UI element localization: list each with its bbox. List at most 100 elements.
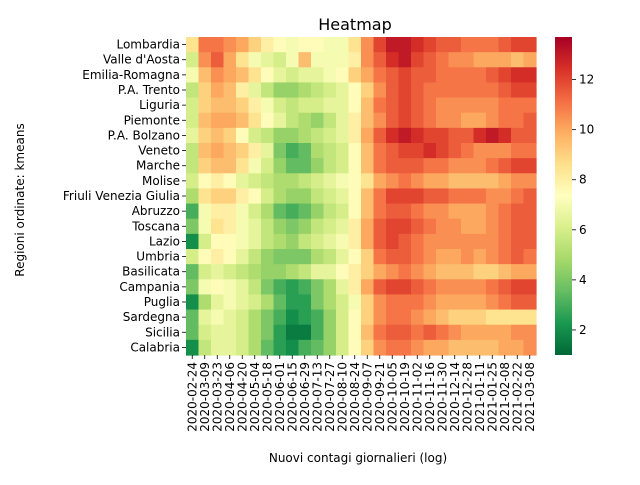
heatmap-cell [211,279,225,296]
heatmap-cell [261,112,275,129]
heatmap-cell [311,188,325,205]
chart-title: Heatmap [318,15,392,34]
heatmap-cell [361,203,375,220]
heatmap-cell [336,294,350,311]
heatmap-cell [311,37,325,53]
row-tick-label: Abruzzo [132,204,180,218]
heatmap-cell [261,67,275,84]
heatmap-cell [336,173,350,190]
heatmap-cell [261,279,275,296]
heatmap-cell [373,82,387,99]
heatmap-cell [336,143,350,159]
colorbar-gradient [555,37,572,355]
heatmap-cell [286,279,300,296]
heatmap-cell [486,233,500,250]
heatmap-cell [486,218,500,235]
heatmap-cell [423,324,437,341]
heatmap-cell [461,339,475,356]
heatmap-cell [298,218,312,235]
heatmap-cell [411,218,425,235]
heatmap-cell [348,188,362,205]
heatmap-cell [398,188,412,205]
heatmap-cell [223,233,237,250]
heatmap-cell [361,249,375,265]
heatmap-cell [348,52,362,68]
heatmap-cell [248,339,262,356]
heatmap-cell [448,143,462,159]
heatmap-cell [211,67,225,84]
heatmap-cell [286,97,300,114]
heatmap-cell [373,173,387,190]
heatmap-cell [373,324,387,341]
row-tick-label: Sicilia [145,325,180,339]
heatmap-cell [361,52,375,68]
heatmap-cell [211,324,225,341]
heatmap-cell [323,339,337,356]
heatmap-cell [473,294,487,311]
heatmap-cell [436,294,450,311]
heatmap-cell [286,143,300,159]
heatmap-cell [461,52,475,68]
heatmap-cell [223,143,237,159]
heatmap-cell [398,67,412,84]
heatmap-cell [286,309,300,326]
heatmap-cell [361,264,375,280]
heatmap-cell [436,188,450,205]
heatmap-cell [361,82,375,99]
heatmap-cell [373,143,387,159]
heatmap-cell [423,294,437,311]
heatmap-cell [348,173,362,190]
heatmap-cell [286,233,300,250]
heatmap-cell [448,203,462,220]
heatmap-cell [273,112,287,129]
heatmap-cell [398,143,412,159]
heatmap-cell [323,112,337,129]
heatmap-cell [211,112,225,129]
heatmap-cell [286,52,300,68]
heatmap-cell [236,52,250,68]
heatmap-cell [186,294,200,311]
heatmap-cell [323,324,337,341]
heatmap-cell [261,309,275,326]
heatmap-cell [211,158,225,174]
heatmap-cell [373,233,387,250]
heatmap-cell [323,279,337,296]
column-tick-label: 2020-10-19 [398,362,412,432]
heatmap-cell [386,294,400,311]
heatmap-cell [248,249,262,265]
column-tick-label: 2020-11-30 [435,362,449,432]
heatmap-cell [523,112,537,129]
heatmap-cell [436,52,450,68]
heatmap-cell [473,127,487,144]
heatmap-cell [223,249,237,265]
heatmap-cell [248,264,262,280]
heatmap-cell [186,279,200,296]
heatmap-cell [411,67,425,84]
heatmap-cell [398,339,412,356]
heatmap-cell [298,249,312,265]
heatmap-cell [461,324,475,341]
heatmap-cell [461,279,475,296]
heatmap-cell [336,97,350,114]
heatmap-cell [273,264,287,280]
heatmap-cell [498,233,512,250]
heatmap-cell [523,249,537,265]
row-tick-label: Valle d'Aosta [103,53,180,67]
heatmap-cell [423,309,437,326]
heatmap-cell [336,218,350,235]
heatmap-cell [448,309,462,326]
heatmap-cell [273,82,287,99]
heatmap-cell [386,82,400,99]
heatmap-cell [373,203,387,220]
heatmap-cell [311,112,325,129]
heatmap-cell [473,233,487,250]
heatmap-cell [448,173,462,190]
heatmap-cell [248,52,262,68]
colorbar-tick-label: 10 [579,123,594,137]
heatmap-cell [436,218,450,235]
heatmap-cell [248,143,262,159]
heatmap-cell [311,173,325,190]
heatmap-cell [348,143,362,159]
heatmap-cell [186,37,200,53]
heatmap-cell [461,264,475,280]
